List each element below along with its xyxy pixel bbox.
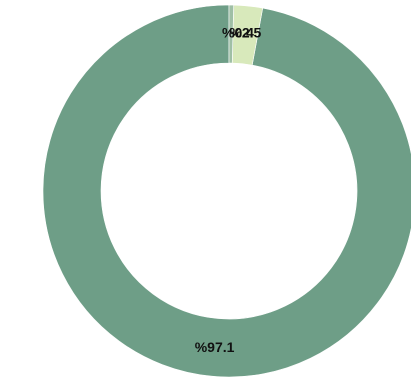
slice-label-3: %0.4	[222, 25, 254, 41]
slice-label-2: %2.5	[229, 25, 261, 41]
donut-slice-1	[42, 4, 411, 378]
slice-label-1: %97.1	[195, 339, 235, 355]
slices-layer	[42, 4, 411, 378]
donut-slice-3	[228, 4, 234, 64]
labels-layer: %97.1 %2.5%0.4	[195, 25, 262, 355]
